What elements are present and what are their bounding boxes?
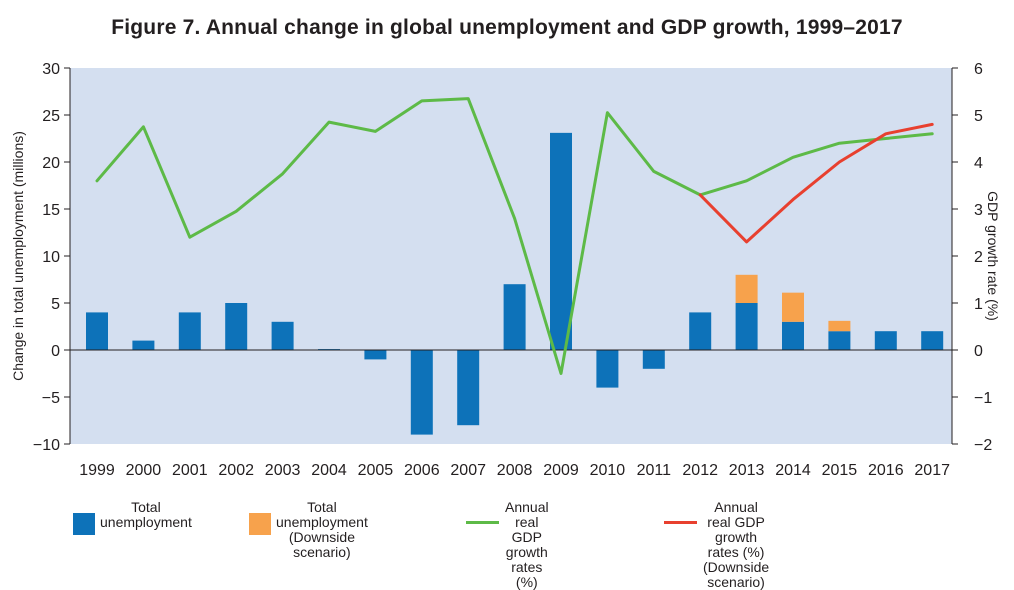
bar-total-unemployment — [271, 321, 294, 350]
legend-label: Total unemployment (Downside scenario) — [276, 499, 368, 560]
plot-background — [70, 68, 952, 444]
bar-total-unemployment — [503, 284, 526, 350]
bar-downside-unemployment — [828, 320, 851, 332]
x-tick-label: 2017 — [914, 462, 950, 479]
bar-total-unemployment — [642, 350, 665, 369]
bar-total-unemployment — [735, 303, 758, 350]
left-tick-label: 5 — [51, 296, 60, 313]
x-tick-label: 2011 — [637, 462, 672, 479]
bar-total-unemployment — [410, 350, 433, 435]
x-tick-label: 2000 — [126, 462, 162, 479]
right-tick-label: 5 — [974, 108, 983, 125]
right-tick-label: 6 — [974, 61, 983, 78]
right-axis-title: GDP growth rate (%) — [985, 191, 1001, 321]
bar-total-unemployment — [132, 340, 155, 350]
x-tick-label: 2003 — [265, 462, 301, 479]
right-tick-label: 0 — [974, 343, 983, 360]
bar-total-unemployment — [782, 321, 804, 350]
bar-downside-unemployment — [735, 274, 758, 303]
x-tick-label: 2008 — [497, 462, 533, 479]
bar-total-unemployment — [86, 312, 108, 350]
left-tick-label: 20 — [42, 155, 60, 172]
left-tick-label: 0 — [51, 343, 60, 360]
x-tick-label: 2015 — [822, 462, 858, 479]
right-tick-label: 3 — [974, 202, 983, 219]
right-tick-label: 1 — [974, 296, 983, 313]
legend-swatch — [249, 513, 271, 535]
legend-swatch — [664, 521, 697, 524]
chart-legend: Total unemployment Total unemployment (Do… — [0, 499, 1014, 590]
legend-label: Annual real GDP growth rates (%) (Downsi… — [703, 499, 770, 590]
legend-label: Annual real GDP growth rates (%) — [505, 499, 549, 590]
bar-downside-unemployment — [782, 292, 804, 322]
x-tick-label: 2009 — [543, 462, 579, 479]
x-tick-label: 2002 — [218, 462, 254, 479]
bar-total-unemployment — [689, 312, 712, 350]
chart-title: Figure 7. Annual change in global unempl… — [111, 16, 903, 39]
bar-total-unemployment — [225, 303, 248, 350]
x-tick-label: 2016 — [868, 462, 904, 479]
left-tick-label: 10 — [42, 249, 60, 266]
x-tick-label: 2007 — [450, 462, 486, 479]
x-tick-label: 2012 — [682, 462, 718, 479]
x-tick-label: 2010 — [590, 462, 626, 479]
x-tick-label: 2001 — [172, 462, 208, 479]
legend-swatch — [466, 521, 499, 524]
bar-total-unemployment — [457, 350, 480, 426]
right-tick-label: −2 — [974, 437, 992, 454]
right-tick-label: −1 — [974, 390, 992, 407]
left-tick-label: 15 — [42, 202, 60, 219]
bar-total-unemployment — [921, 331, 944, 350]
line-gdp-growth-downside — [698, 122, 934, 244]
left-tick-label: 25 — [42, 108, 60, 125]
x-tick-label: 2006 — [404, 462, 440, 479]
legend-label: Total unemployment — [100, 499, 192, 530]
x-tick-label: 2013 — [729, 462, 765, 479]
right-tick-label: 4 — [974, 155, 983, 172]
x-tick-label: 2005 — [358, 462, 394, 479]
left-axis-title: Change in total unemployment (millions) — [10, 131, 26, 381]
bar-total-unemployment — [596, 350, 619, 388]
legend-swatch — [73, 513, 95, 535]
bar-total-unemployment — [550, 132, 572, 350]
chart-figure: Figure 7. Annual change in global unempl… — [0, 16, 1014, 590]
bar-total-unemployment — [874, 331, 897, 350]
x-tick-label: 2004 — [311, 462, 347, 479]
left-tick-label: −10 — [33, 437, 60, 454]
x-tick-label: 1999 — [79, 462, 115, 479]
left-tick-label: 30 — [42, 61, 60, 78]
bar-total-unemployment — [828, 331, 851, 350]
x-tick-label: 2014 — [775, 462, 811, 479]
line-gdp-growth — [95, 97, 934, 375]
left-tick-label: −5 — [42, 390, 60, 407]
bar-total-unemployment — [178, 312, 201, 350]
bar-total-unemployment — [364, 350, 387, 360]
right-tick-label: 2 — [974, 249, 983, 266]
